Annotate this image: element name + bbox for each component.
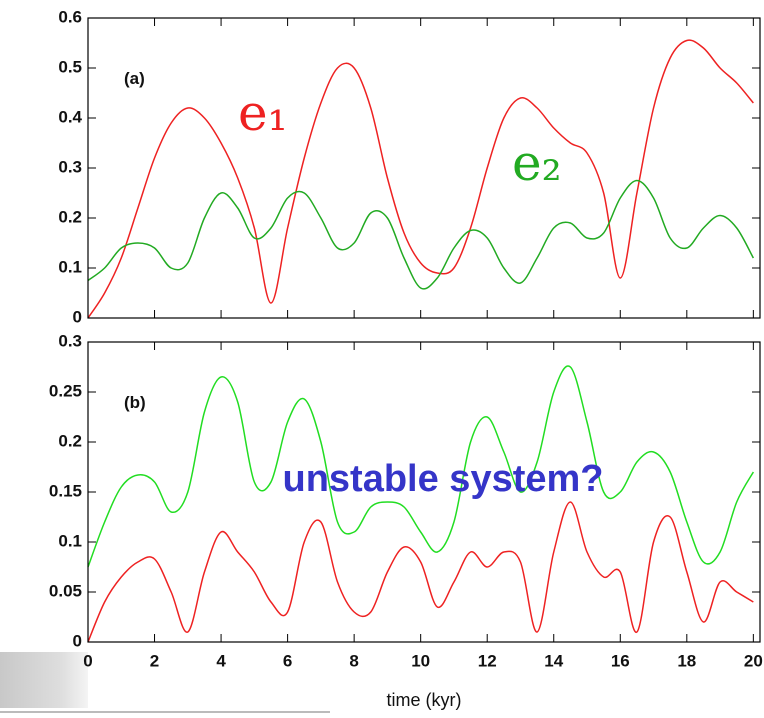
y-tick-label: 0	[73, 307, 82, 326]
series-label: e₂	[512, 134, 562, 192]
background-image	[0, 652, 88, 708]
y-tick-label: 0.3	[58, 331, 82, 350]
x-axis-label: time (kyr)	[387, 690, 462, 710]
y-tick-label: 0.6	[58, 7, 82, 26]
y-tick-label: 0.1	[58, 257, 82, 276]
x-tick-label: 12	[478, 651, 497, 670]
plot-frame	[87, 17, 761, 319]
y-tick-label: 0.15	[49, 481, 82, 500]
series-line	[87, 179, 755, 290]
y-tick-label: 0.5	[58, 57, 82, 76]
y-tick-label: 0.2	[58, 431, 82, 450]
x-tick-label: 2	[150, 651, 159, 670]
x-tick-label: 20	[744, 651, 763, 670]
plot-frame	[87, 341, 761, 643]
y-tick-label: 0.4	[58, 107, 82, 126]
x-tick-label: 6	[283, 651, 292, 670]
x-tick-label: 14	[544, 651, 563, 670]
x-tick-label: 4	[216, 651, 226, 670]
x-tick-label: 10	[411, 651, 430, 670]
x-tick-label: 18	[677, 651, 696, 670]
panel-label: (b)	[124, 393, 146, 412]
series-label: e₁	[238, 84, 288, 142]
y-tick-label: 0.3	[58, 157, 82, 176]
series-line	[87, 39, 754, 319]
y-tick-label: 0.1	[58, 531, 82, 550]
y-tick-label: 0.2	[58, 207, 82, 226]
y-tick-label: 0.25	[49, 381, 82, 400]
series-line	[87, 365, 755, 568]
y-tick-label: 0	[73, 631, 82, 650]
y-tick-label: 0.05	[49, 581, 82, 600]
panel-label: (a)	[124, 69, 145, 88]
series-line	[87, 501, 754, 643]
x-tick-label: 8	[349, 651, 358, 670]
x-tick-label: 16	[611, 651, 630, 670]
annotation: unstable system?	[283, 458, 604, 500]
x-tick-label: 0	[83, 651, 92, 670]
